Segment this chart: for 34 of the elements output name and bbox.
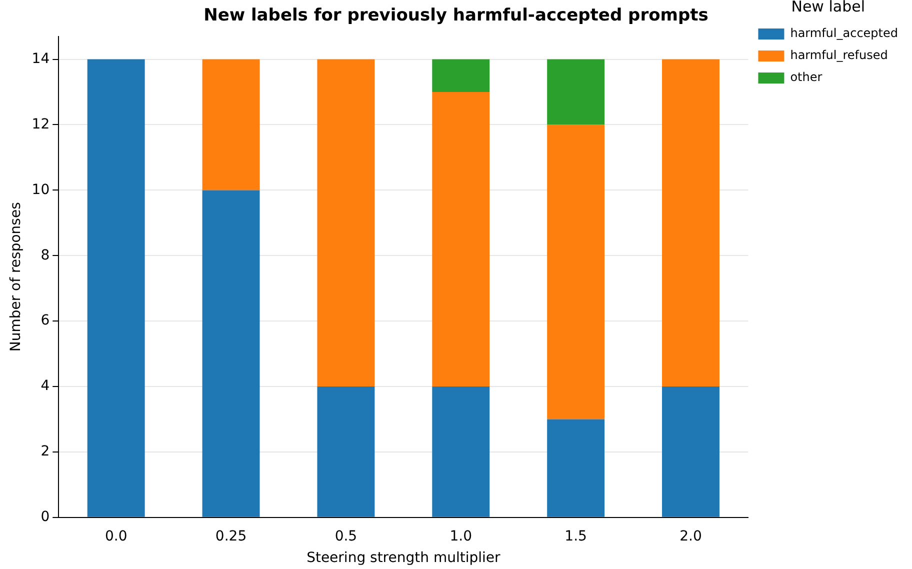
- y-tick-label: 4: [40, 378, 50, 394]
- bar: [432, 92, 490, 387]
- y-tick-label: 12: [32, 116, 50, 132]
- bar: [432, 386, 490, 517]
- bar: [662, 59, 720, 387]
- legend-label: harmful_refused: [790, 48, 888, 62]
- x-tick-label: 1.5: [564, 528, 587, 544]
- y-tick-label: 10: [32, 182, 50, 198]
- legend-title: New label: [791, 0, 865, 16]
- x-tick-label: 0.5: [334, 528, 358, 544]
- bar: [547, 419, 605, 517]
- bar: [202, 190, 260, 517]
- x-tick-label: 2.0: [680, 528, 702, 544]
- bar: [202, 59, 260, 190]
- bar: [87, 59, 145, 517]
- y-tick-label: 14: [32, 50, 50, 67]
- x-tick-label: 0.25: [215, 528, 247, 544]
- bar: [547, 59, 605, 125]
- bar: [317, 59, 375, 387]
- y-tick-label: 0: [40, 509, 50, 526]
- x-tick-label: 1.0: [450, 528, 472, 544]
- x-axis-title: Steering strength multiplier: [306, 550, 500, 566]
- y-tick-label: 8: [40, 247, 50, 264]
- legend-label: other: [790, 70, 822, 84]
- legend-label: harmful_accepted: [790, 26, 898, 40]
- y-axis-title: Number of responses: [8, 202, 24, 352]
- chart-title: New labels for previously harmful-accepted prompts: [204, 6, 708, 26]
- x-tick-label: 0.0: [104, 528, 128, 544]
- y-tick-label: 6: [40, 312, 50, 329]
- bar: [317, 386, 375, 517]
- bar: [432, 59, 490, 92]
- bar: [547, 124, 605, 420]
- bar: [662, 386, 720, 517]
- y-tick-label: 2: [40, 444, 50, 460]
